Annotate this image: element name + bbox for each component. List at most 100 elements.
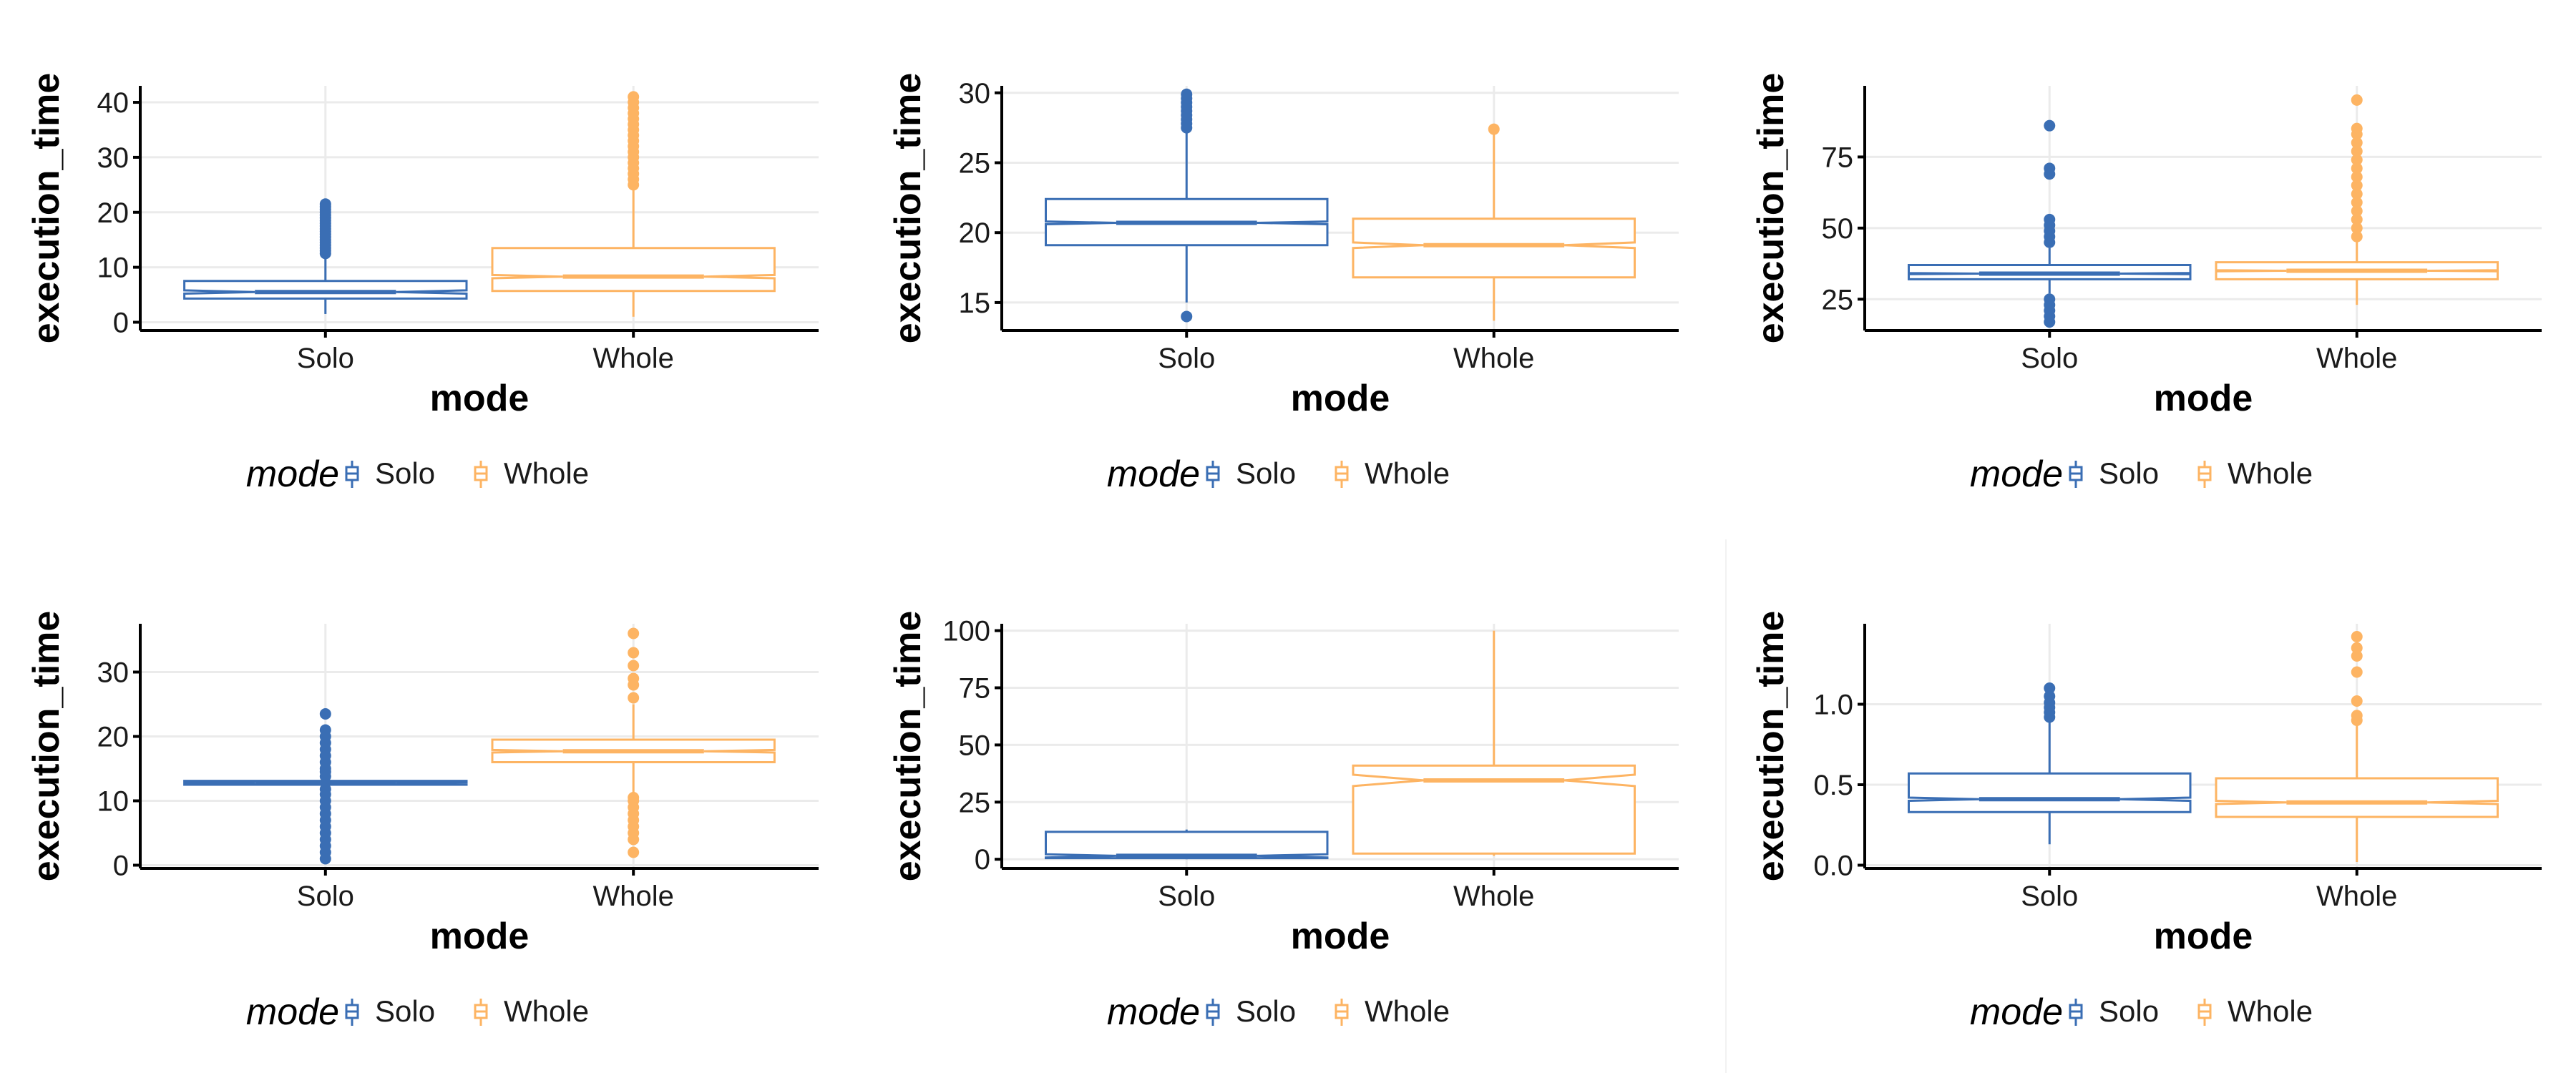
outlier-point — [2351, 631, 2363, 642]
x-tick-label: Solo — [2021, 343, 2078, 374]
y-tick-label: 0 — [113, 307, 129, 338]
outlier-point — [628, 627, 640, 640]
y-axis-title: execution_time — [26, 73, 67, 344]
y-tick-label: 30 — [959, 78, 991, 109]
legend-label: Solo — [375, 994, 435, 1028]
x-tick-label: Whole — [2316, 881, 2397, 912]
x-tick-label: Solo — [1158, 881, 1215, 912]
legend-label: Solo — [1236, 456, 1296, 490]
legend-title: mode — [1970, 454, 2063, 495]
box-body — [491, 247, 776, 293]
box-whole — [2215, 94, 2499, 305]
y-tick-label: 10 — [97, 253, 130, 284]
box-whole — [1352, 123, 1636, 321]
x-axis-title: mode — [2154, 378, 2253, 419]
legend-key-solo — [2069, 999, 2083, 1026]
legend-label: Whole — [504, 456, 589, 490]
legend-title: mode — [246, 991, 339, 1033]
legend-key-whole — [2197, 461, 2212, 488]
legend: mode Solo Whole — [1970, 454, 2313, 495]
outlier-point — [2351, 695, 2363, 707]
y-tick-label: 30 — [97, 657, 130, 689]
y-tick-label: 25 — [1822, 284, 1854, 315]
outlier-point — [2351, 188, 2363, 200]
y-tick-label: 1.0 — [1813, 690, 1853, 721]
box-body — [1352, 217, 1636, 279]
legend-key-solo — [345, 999, 359, 1026]
outlier-point — [2351, 666, 2363, 678]
legend-label: Solo — [2099, 456, 2159, 490]
legend-label: Whole — [504, 994, 589, 1028]
outlier-point — [628, 672, 640, 685]
y-tick-label: 50 — [959, 730, 991, 761]
outlier-point — [2351, 230, 2363, 242]
x-axis-title: mode — [430, 378, 530, 419]
legend-key-whole — [474, 999, 488, 1026]
x-axis-title: mode — [430, 916, 530, 957]
legend-key-whole — [474, 461, 488, 488]
outlier-point — [628, 91, 640, 103]
legend: mode Solo Whole — [1107, 454, 1450, 495]
outlier-point — [628, 846, 640, 858]
box-whole — [2215, 631, 2499, 862]
panel-1: 0 10 20 30 40 Solo Whole mode execution_timemode… — [26, 73, 819, 495]
legend-key-solo — [345, 461, 359, 488]
box-whole — [491, 91, 776, 317]
legend: mode Solo Whole — [1107, 991, 1450, 1033]
legend-label: Whole — [2228, 994, 2313, 1028]
outlier-point — [2351, 154, 2363, 166]
x-axis-title: mode — [1291, 378, 1390, 419]
box-solo — [1045, 88, 1329, 323]
legend-title: mode — [1970, 991, 2063, 1033]
y-tick-label: 50 — [1822, 213, 1854, 245]
box-body — [1352, 764, 1636, 855]
x-tick-label: Whole — [593, 343, 674, 374]
outlier-point — [2044, 162, 2056, 175]
outlier-point — [1181, 310, 1193, 323]
legend-key-solo — [2069, 461, 2083, 488]
outlier-point — [2044, 213, 2056, 225]
y-tick-label: 20 — [959, 217, 991, 249]
y-tick-label: 0.5 — [1813, 770, 1853, 801]
box-body — [2215, 777, 2499, 818]
box-solo — [1908, 119, 2192, 328]
box-body — [183, 280, 468, 300]
legend-key-solo — [1206, 461, 1220, 488]
y-tick-label: 15 — [959, 288, 991, 319]
y-tick-label: 40 — [97, 87, 130, 119]
box-body — [1908, 772, 2192, 813]
y-tick-label: 75 — [1822, 142, 1854, 173]
outlier-point — [2351, 222, 2363, 234]
y-tick-label: 0.0 — [1813, 851, 1853, 882]
legend: mode Solo Whole — [246, 991, 589, 1033]
box-solo — [1908, 682, 2192, 845]
box-whole — [1352, 630, 1636, 856]
outlier-point — [1181, 88, 1193, 100]
outlier-point — [628, 792, 640, 803]
box-solo — [183, 198, 468, 314]
x-tick-label: Whole — [593, 881, 674, 912]
x-tick-label: Whole — [2316, 343, 2397, 374]
legend-label: Whole — [1365, 994, 1450, 1028]
outlier-point — [628, 647, 640, 659]
y-tick-label: 100 — [942, 616, 990, 647]
legend-label: Solo — [375, 456, 435, 490]
y-tick-label: 30 — [97, 142, 130, 174]
legend-key-whole — [1335, 461, 1349, 488]
outlier-point — [2351, 171, 2363, 183]
x-tick-label: Whole — [1453, 881, 1534, 912]
outlier-point — [2351, 180, 2363, 192]
y-tick-label: 0 — [113, 851, 129, 882]
outlier-point — [2351, 650, 2363, 662]
y-tick-label: 20 — [97, 197, 130, 229]
outlier-point — [2351, 642, 2363, 654]
x-tick-label: Whole — [1453, 343, 1534, 374]
outlier-point — [2351, 710, 2363, 722]
outlier-point — [2044, 690, 2056, 702]
outlier-point — [2044, 682, 2056, 694]
legend-title: mode — [1107, 991, 1200, 1033]
y-tick-label: 0 — [975, 844, 990, 876]
outlier-point — [2351, 145, 2363, 157]
